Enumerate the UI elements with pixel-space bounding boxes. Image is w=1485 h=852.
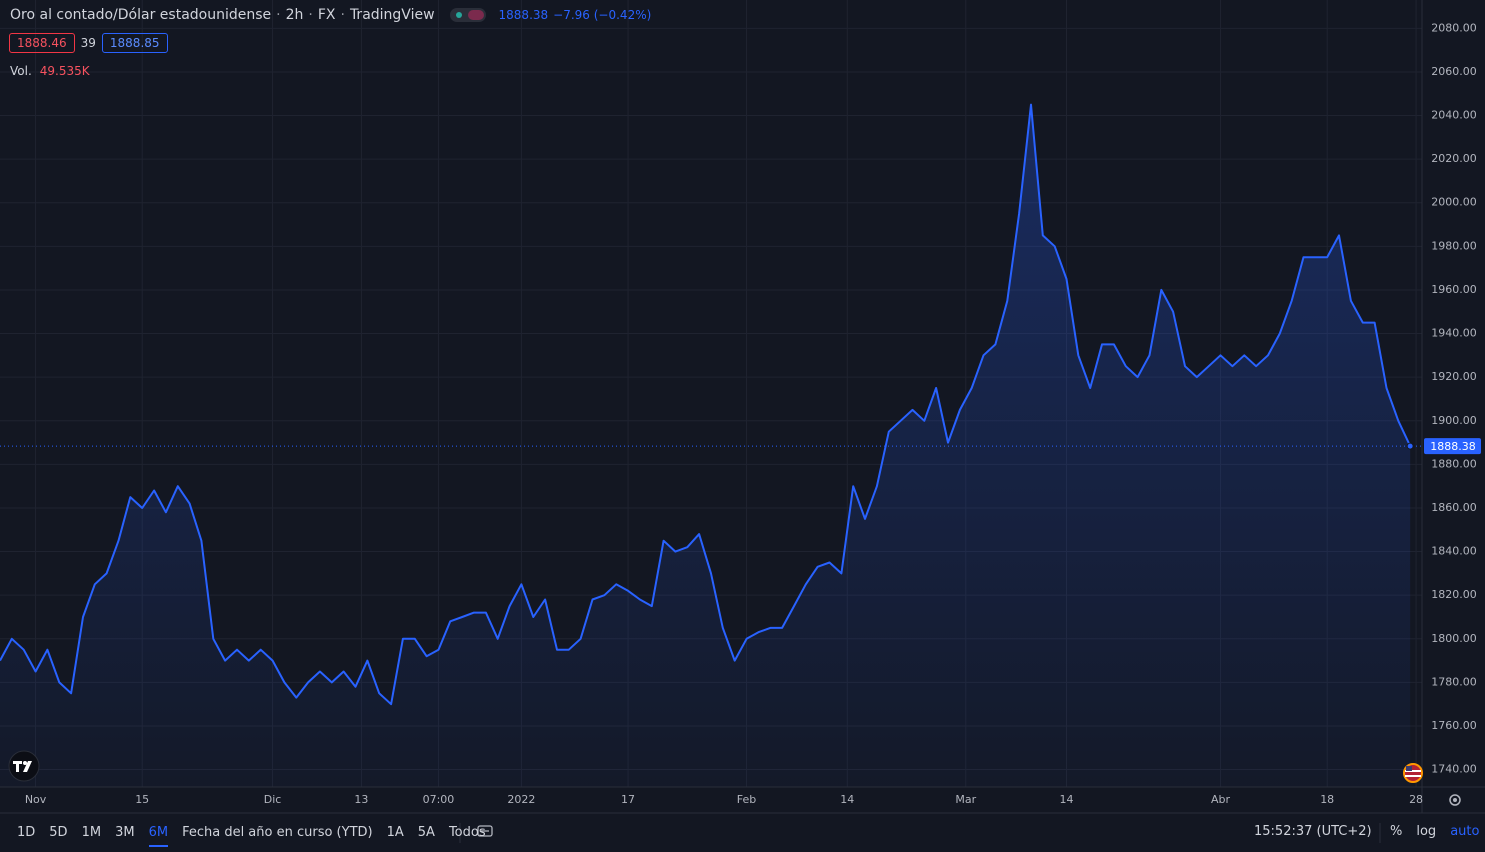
price-change: −7.96 (−0.42%) [553, 8, 652, 22]
y-tick-label: 2020.00 [1431, 152, 1477, 165]
bottom-toolbar: 1D 5D 1M 3M 6M Fecha del año en curso (YTD) 1A… [0, 814, 1485, 852]
y-tick-label: 2040.00 [1431, 109, 1477, 122]
y-tick-label: 1960.00 [1431, 283, 1477, 296]
separator: · [340, 7, 345, 23]
x-tick-label: 13 [354, 793, 368, 806]
x-tick-label: Mar [955, 793, 976, 806]
y-tick-label: 1840.00 [1431, 545, 1477, 558]
x-tick-label: 07:00 [423, 793, 455, 806]
source: TradingView [349, 7, 435, 23]
y-tick-label: 1920.00 [1431, 370, 1477, 383]
x-tick-label: 17 [621, 793, 635, 806]
range-button[interactable]: 1M [81, 825, 102, 840]
y-tick-label: 1980.00 [1431, 239, 1477, 252]
y-tick-label: 1860.00 [1431, 501, 1477, 514]
separator: · [276, 7, 281, 23]
range-buttons: 1D 5D 1M 3M 6M Fecha del año en curso (YTD) 1A… [10, 815, 493, 851]
market-status[interactable] [449, 8, 486, 22]
exchange: FX [317, 7, 336, 23]
y-tick-label: 1760.00 [1431, 719, 1477, 732]
range-button[interactable]: 3M [115, 825, 135, 840]
last-price-tag [1424, 438, 1481, 455]
range-button[interactable]: 5A [417, 825, 435, 840]
range-button[interactable]: 5D [49, 825, 68, 840]
scale-options: % log auto [1390, 824, 1479, 839]
x-tick-label: Nov [25, 793, 47, 806]
area-fill [0, 104, 1411, 788]
last-price-label: 1888.38 [1430, 440, 1476, 453]
y-tick-label: 2060.00 [1431, 65, 1477, 78]
ask-button[interactable]: 1888.85 [101, 33, 168, 53]
range-button[interactable]: Todos [448, 825, 486, 840]
x-tick-label: 14 [840, 793, 854, 806]
y-tick-label: 1780.00 [1431, 675, 1477, 688]
clock[interactable]: 15:52:37 (UTC+2) [1254, 824, 1372, 839]
flag-icon[interactable] [1403, 763, 1423, 783]
bid-button[interactable]: 1888.46 [9, 33, 75, 53]
symbol-header: Oro al contado/Dólar estadounidense · 2h… [10, 7, 651, 23]
interval[interactable]: 2h [285, 7, 304, 23]
x-tick-label: 2022 [507, 793, 535, 806]
x-tick-label: 28 [1409, 793, 1423, 806]
range-button[interactable]: 6M [142, 815, 176, 851]
volume-label: Vol. [10, 64, 32, 78]
y-tick-label: 1880.00 [1431, 457, 1477, 470]
settings-icon[interactable] [1449, 794, 1461, 806]
x-tick-label: 15 [135, 793, 149, 806]
last-price: 1888.38 [498, 8, 549, 22]
scale-option[interactable]: % [1390, 824, 1403, 839]
y-tick-label: 2080.00 [1431, 21, 1477, 34]
spread: 39 [80, 36, 96, 50]
x-tick-label: Abr [1211, 793, 1231, 806]
range-button[interactable]: 1D [17, 825, 36, 840]
scale-option[interactable]: log [1416, 824, 1437, 839]
quote: 1888.46 39 1888.85 [9, 33, 168, 53]
x-tick-label: Dic [264, 793, 282, 806]
compare-icon[interactable] [477, 825, 493, 837]
x-tick-label: 18 [1320, 793, 1334, 806]
symbol[interactable]: Oro al contado/Dólar estadounidense [10, 7, 272, 23]
y-tick-label: 1740.00 [1431, 763, 1477, 776]
y-tick-label: 1820.00 [1431, 588, 1477, 601]
y-tick-label: 1900.00 [1431, 414, 1477, 427]
x-tick-label: Feb [737, 793, 756, 806]
tv-logo[interactable] [8, 750, 40, 782]
scale-option[interactable]: auto [1450, 824, 1480, 839]
price-line [0, 103, 1412, 706]
last-price-dot [1406, 442, 1414, 450]
y-tick-label: 1940.00 [1431, 327, 1477, 340]
range-button[interactable]: Fecha del año en curso (YTD) [182, 825, 373, 840]
volume-legend: Vol. 49.535K [10, 64, 90, 78]
y-tick-label: 2000.00 [1431, 196, 1477, 209]
x-tick-label: 14 [1060, 793, 1074, 806]
separator: · [308, 7, 313, 23]
volume-value: 49.535K [39, 64, 90, 78]
range-button[interactable]: 1A [386, 825, 404, 840]
y-tick-label: 1800.00 [1431, 632, 1477, 645]
